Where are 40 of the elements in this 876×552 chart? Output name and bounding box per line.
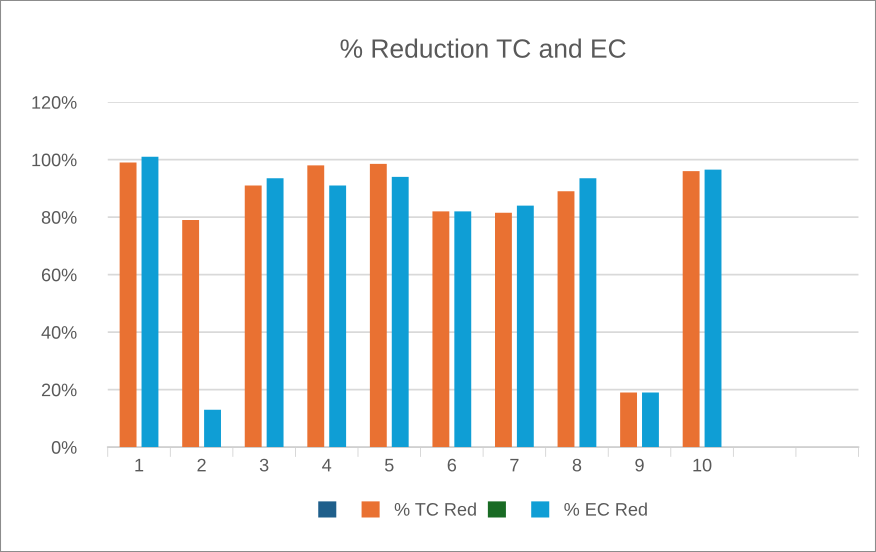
bar xyxy=(558,191,574,448)
bar xyxy=(307,165,324,448)
bar xyxy=(579,178,596,448)
bar xyxy=(495,212,512,448)
bar xyxy=(204,410,221,448)
bar xyxy=(392,176,409,448)
chart-title: % Reduction TC and EC xyxy=(340,38,626,58)
bar xyxy=(516,206,534,448)
bar xyxy=(244,185,262,448)
y-tick-label: 80% xyxy=(42,211,77,224)
bar xyxy=(142,156,158,448)
x-tick-label: 9 xyxy=(635,458,644,472)
x-tick-label: 1 xyxy=(135,458,144,472)
x-tick-label: 5 xyxy=(384,458,394,472)
legend-label: % TC Red xyxy=(394,502,476,516)
x-tick-label: 8 xyxy=(572,458,582,472)
bar xyxy=(642,392,659,448)
bar xyxy=(454,211,472,448)
bar xyxy=(266,178,284,448)
y-tick-label: 100% xyxy=(32,154,77,166)
x-tick-label: 6 xyxy=(448,458,456,472)
bar xyxy=(432,211,450,448)
bar xyxy=(182,220,200,448)
bar xyxy=(704,170,722,448)
bar xyxy=(329,185,346,448)
y-tick-label: 20% xyxy=(42,384,77,396)
x-tick-label: 4 xyxy=(322,458,332,472)
bar xyxy=(682,171,700,448)
x-tick-label: 7 xyxy=(510,458,519,472)
x-tick-label: 10 xyxy=(693,458,712,472)
bar xyxy=(620,392,638,448)
y-tick-label: 0% xyxy=(52,441,77,454)
bar xyxy=(370,164,387,448)
bar xyxy=(120,162,137,448)
y-tick-label: 40% xyxy=(41,326,77,339)
y-tick-label: 60% xyxy=(42,268,77,282)
x-tick-label: 3 xyxy=(260,458,268,472)
x-tick-label: 2 xyxy=(197,458,206,472)
y-tick-label: 120% xyxy=(32,96,77,109)
legend-label: % EC Red xyxy=(564,502,647,516)
